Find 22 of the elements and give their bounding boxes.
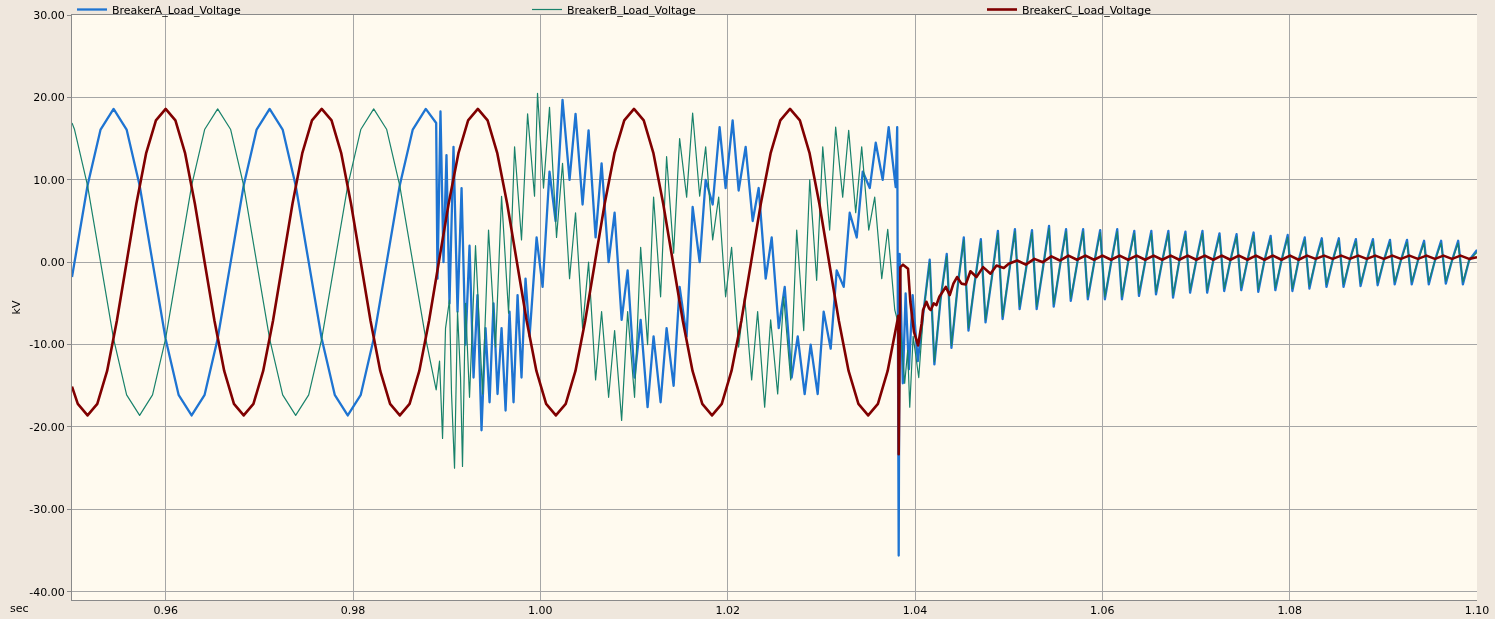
x-tick-label: 1.10 xyxy=(1464,604,1490,618)
y-tick-label: 30.00 xyxy=(33,8,65,22)
x-tick-label: 0.96 xyxy=(153,604,178,618)
x-tick-label: 1.04 xyxy=(902,604,928,618)
y-tick-label: 20.00 xyxy=(33,91,65,105)
legend-label: BreakerC_Load_Voltage xyxy=(1022,3,1152,17)
x-tick-label: 1.06 xyxy=(1090,604,1115,618)
y-tick-label: 10.00 xyxy=(33,173,65,187)
y-tick-label: 0.00 xyxy=(40,256,65,270)
x-tick-label: 1.00 xyxy=(528,604,553,618)
x-axis-title: sec xyxy=(10,602,29,615)
x-tick-label: 0.98 xyxy=(340,604,366,618)
y-tick-label: -10.00 xyxy=(29,338,65,352)
y-axis-title: kV xyxy=(9,300,23,315)
line-series xyxy=(72,98,1477,557)
y-tick-label: -20.00 xyxy=(29,420,65,434)
x-tick-label: 1.02 xyxy=(715,604,740,618)
legend-label: BreakerA_Load_Voltage xyxy=(112,3,242,17)
y-tick-label: -30.00 xyxy=(29,503,65,517)
y-tick-label: -40.00 xyxy=(29,585,65,599)
x-tick-label: 1.08 xyxy=(1277,604,1302,618)
legend-label: BreakerB_Load_Voltage xyxy=(567,3,697,17)
